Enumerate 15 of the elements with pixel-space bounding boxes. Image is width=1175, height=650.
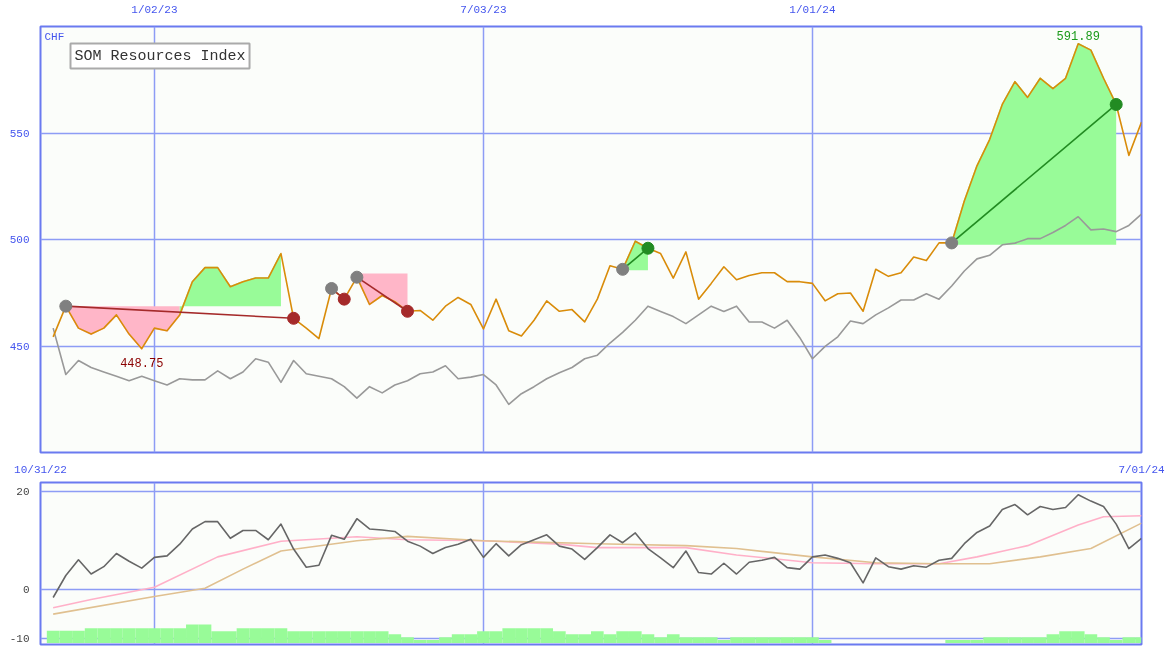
y-axis-title: CHF (44, 30, 65, 43)
annotation: 591.89 (1056, 29, 1100, 44)
y-tick-label: 20 (16, 485, 30, 498)
annotation: 448.75 (120, 356, 164, 371)
y-tick-label: 450 (9, 340, 30, 353)
y-tick-label: 500 (9, 234, 30, 246)
y-tick-label: 550 (9, 127, 30, 140)
x2-tick-label: 7/03/23 (460, 3, 507, 16)
text: SOM Resources Index (74, 47, 246, 65)
x-tick-label: 7/01/24 (1118, 463, 1165, 476)
x2-tick-label: 1/01/24 (789, 3, 836, 16)
y-tick-label: 0 (22, 583, 30, 596)
y-tick-label: -10 (9, 632, 30, 645)
x-tick-label: 10/31/22 (14, 463, 67, 476)
x2-tick-label: 1/02/23 (131, 3, 178, 16)
